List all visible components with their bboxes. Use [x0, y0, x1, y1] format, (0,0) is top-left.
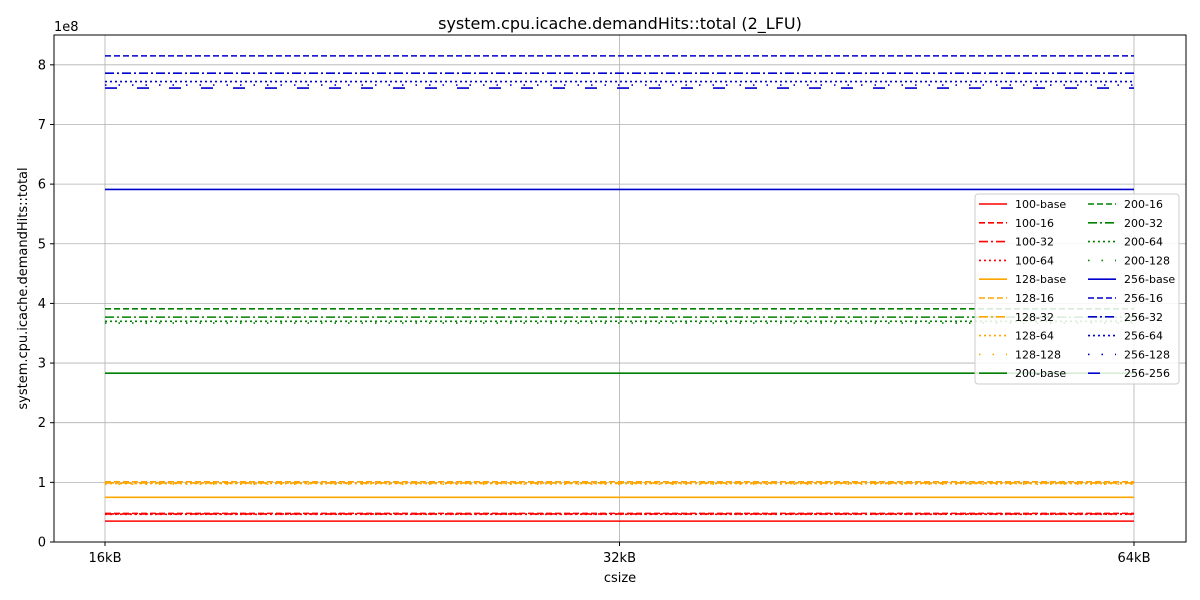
- legend-label: 128-128: [1015, 348, 1061, 361]
- y-axis-label: system.cpu.icache.demandHits::total: [16, 167, 31, 409]
- x-axis-ticks: 16kB 32kB 64kB: [89, 542, 1151, 566]
- y-axis-ticks: 0 1 2 3 4 5 6 7 8: [38, 58, 54, 551]
- legend-label: 200-32: [1124, 217, 1163, 230]
- y-tick-label: 5: [38, 237, 46, 252]
- y-tick-label: 8: [38, 58, 46, 73]
- legend-label: 128-32: [1015, 311, 1054, 324]
- x-tick-label: 64kB: [1118, 551, 1151, 566]
- legend-label: 200-64: [1124, 236, 1163, 249]
- y-axis-multiplier: 1e8: [54, 20, 79, 35]
- legend-label: 256-16: [1124, 292, 1163, 305]
- legend-label: 200-16: [1124, 198, 1163, 211]
- y-tick-label: 7: [38, 118, 46, 133]
- y-tick-label: 0: [38, 536, 46, 551]
- legend-label: 100-base: [1015, 198, 1066, 211]
- legend-label: 128-16: [1015, 292, 1054, 305]
- legend-label: 256-64: [1124, 330, 1163, 343]
- legend-label: 256-256: [1124, 367, 1170, 380]
- y-tick-label: 3: [38, 357, 46, 372]
- legend-label: 128-64: [1015, 330, 1054, 343]
- x-axis-label: csize: [604, 571, 636, 586]
- legend-label: 128-base: [1015, 273, 1066, 286]
- legend: 100-base 100-16 100-32 100-64 128-base 128-16…: [974, 193, 1180, 385]
- x-tick-label: 32kB: [603, 551, 636, 566]
- y-tick-label: 1: [38, 476, 46, 491]
- legend-label: 200-128: [1124, 254, 1170, 267]
- legend-label: 200-base: [1015, 367, 1066, 380]
- legend-label: 256-base: [1124, 273, 1175, 286]
- y-tick-label: 4: [38, 297, 46, 312]
- legend-label: 256-32: [1124, 311, 1163, 324]
- legend-label: 100-16: [1015, 217, 1054, 230]
- legend-label: 100-32: [1015, 236, 1054, 249]
- series-lines: [105, 55, 1134, 522]
- y-tick-label: 2: [38, 416, 46, 431]
- legend-label: 256-128: [1124, 348, 1170, 361]
- x-tick-label: 16kB: [89, 551, 122, 566]
- legend-box: [974, 193, 1180, 385]
- y-tick-label: 6: [38, 178, 46, 193]
- legend-label: 100-64: [1015, 254, 1054, 267]
- chart-title: system.cpu.icache.demandHits::total (2_L…: [438, 14, 802, 34]
